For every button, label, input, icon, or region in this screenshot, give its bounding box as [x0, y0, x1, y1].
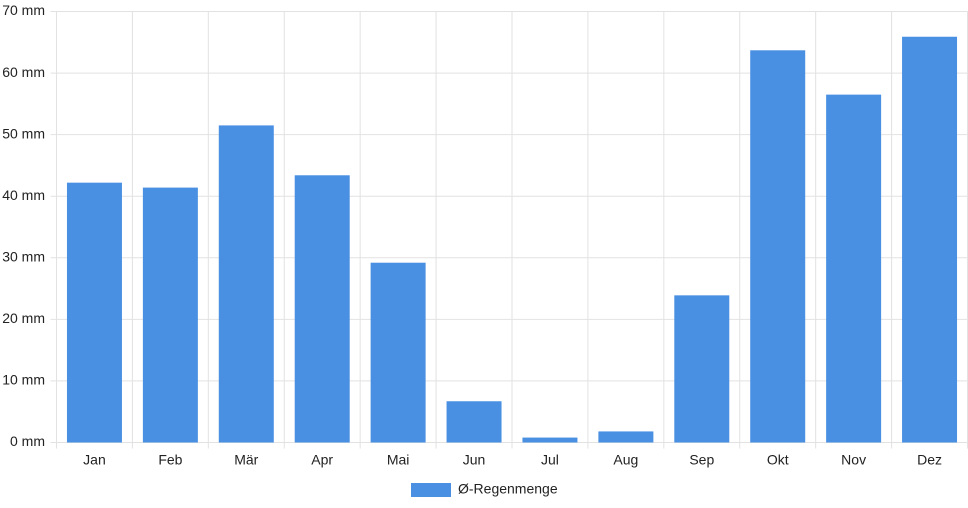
- x-tick-label: Dez: [917, 452, 942, 468]
- legend-swatch: [411, 483, 451, 497]
- y-tick-label: 60 mm: [2, 64, 45, 80]
- bar: [294, 175, 350, 443]
- bar: [66, 182, 122, 443]
- x-tick-label: Nov: [841, 452, 866, 468]
- y-tick-label: 20 mm: [2, 310, 45, 326]
- y-tick-label: 30 mm: [2, 248, 45, 264]
- bar: [370, 262, 426, 443]
- x-tick-label: Apr: [311, 452, 333, 468]
- x-tick-label: Okt: [767, 452, 789, 468]
- x-tick-label: Aug: [613, 452, 638, 468]
- y-tick-label: 50 mm: [2, 125, 45, 141]
- x-tick-label: Mai: [387, 452, 410, 468]
- y-tick-label: 40 mm: [2, 187, 45, 203]
- x-tick-label: Jun: [463, 452, 486, 468]
- bar: [902, 36, 958, 443]
- x-tick-label: Jul: [541, 452, 559, 468]
- x-tick-label: Sep: [689, 452, 714, 468]
- legend-label: Ø-Regenmenge: [458, 481, 558, 497]
- bar: [446, 401, 502, 443]
- y-tick-label: 10 mm: [2, 372, 45, 388]
- bar: [142, 187, 198, 443]
- bar: [598, 431, 654, 443]
- x-tick-label: Jan: [83, 452, 106, 468]
- bar: [750, 50, 806, 443]
- bar: [826, 94, 882, 443]
- y-tick-label: 70 mm: [2, 2, 45, 18]
- bar: [218, 125, 274, 443]
- y-tick-label: 0 mm: [10, 433, 45, 449]
- x-tick-label: Feb: [158, 452, 182, 468]
- x-tick-label: Mär: [234, 452, 258, 468]
- bar: [522, 437, 578, 443]
- bar: [674, 295, 730, 443]
